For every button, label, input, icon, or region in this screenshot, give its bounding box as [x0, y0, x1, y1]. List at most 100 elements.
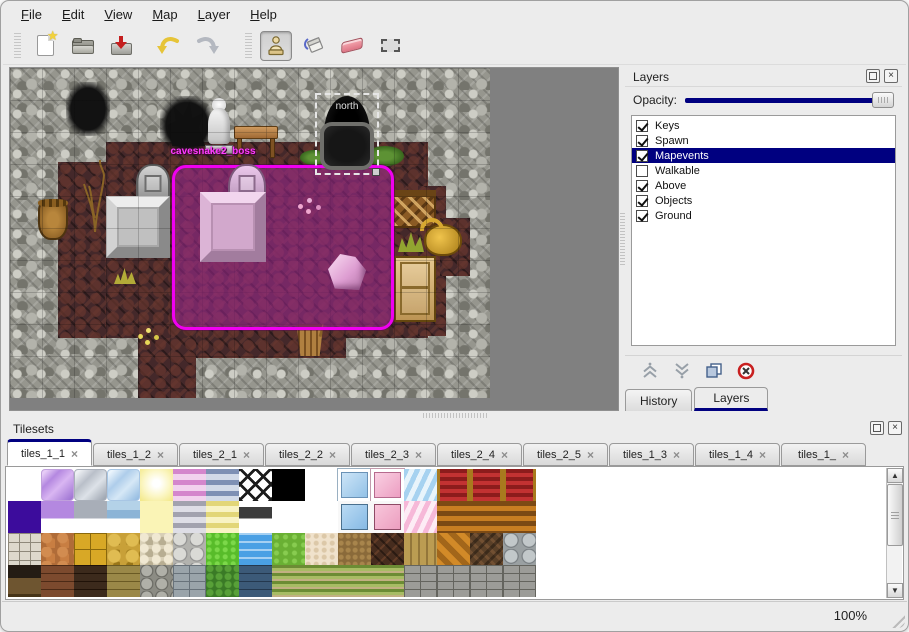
- eraser-tool-button[interactable]: [336, 31, 368, 61]
- select-tool-button[interactable]: [374, 31, 406, 61]
- tile-curtO[interactable]: [437, 501, 470, 533]
- tile-curtR[interactable]: [503, 469, 536, 501]
- layer-visibility-checkbox[interactable]: [636, 194, 648, 207]
- close-tab-icon[interactable]: ×: [415, 447, 423, 462]
- tile-pebble[interactable]: [140, 533, 173, 565]
- vertical-splitter[interactable]: [619, 67, 625, 411]
- close-tab-icon[interactable]: ×: [759, 447, 767, 462]
- tile-sign[interactable]: [239, 501, 272, 533]
- open-button[interactable]: [67, 31, 99, 61]
- layer-row-mapevents[interactable]: Mapevents: [632, 148, 895, 163]
- tile-grassB[interactable]: [206, 533, 239, 565]
- scrollbar-thumb[interactable]: [887, 484, 903, 546]
- close-tab-icon[interactable]: ×: [501, 447, 509, 462]
- tileset-tab-tiles_1_4[interactable]: tiles_1_4 ×: [695, 443, 780, 466]
- tab-layers[interactable]: Layers: [694, 387, 769, 411]
- tile-goldT[interactable]: [74, 533, 107, 565]
- tile-hedge[interactable]: [206, 565, 239, 597]
- tilesets-float-button[interactable]: [870, 421, 884, 435]
- close-tab-icon[interactable]: ×: [673, 447, 681, 462]
- tile-wallG[interactable]: [503, 565, 536, 597]
- toolbar-grip[interactable]: [14, 32, 21, 59]
- tab-history[interactable]: History: [625, 389, 693, 411]
- tileset-tab-tiles_2_5[interactable]: tiles_2_5 ×: [523, 443, 608, 466]
- tile-pathW[interactable]: [8, 533, 41, 565]
- tile-empty[interactable]: [272, 501, 305, 533]
- tile-lattice[interactable]: [239, 469, 272, 501]
- tile-empty[interactable]: [8, 469, 41, 501]
- tile-dirt[interactable]: [338, 533, 371, 565]
- tileset-tab-tiles_2_1[interactable]: tiles_2_1 ×: [179, 443, 264, 466]
- tileset-scrollbar[interactable]: ▲ ▼: [886, 468, 903, 598]
- close-tab-icon[interactable]: ×: [157, 447, 165, 462]
- menu-map[interactable]: Map: [152, 7, 178, 22]
- horizontal-splitter[interactable]: [3, 411, 906, 419]
- tile-brickDk[interactable]: [74, 565, 107, 597]
- tile-water2[interactable]: [107, 501, 140, 533]
- tileset-tab-tiles_1_3[interactable]: tiles_1_3 ×: [609, 443, 694, 466]
- tileset-tab-tiles_1_[interactable]: tiles_1_ ×: [781, 443, 866, 466]
- tile-glassG[interactable]: [74, 469, 107, 501]
- tile-curtR[interactable]: [470, 469, 503, 501]
- tile-wallG[interactable]: [470, 565, 503, 597]
- layer-visibility-checkbox[interactable]: [636, 179, 648, 192]
- map-viewport[interactable]: north cavesnake2_boss: [9, 67, 619, 411]
- close-tab-icon[interactable]: ×: [587, 447, 595, 462]
- tile-glassB[interactable]: [107, 469, 140, 501]
- float-panel-button[interactable]: [866, 69, 880, 83]
- tile-sand[interactable]: [305, 533, 338, 565]
- tileset-tab-tiles_1_1[interactable]: tiles_1_1 ×: [7, 439, 92, 466]
- tile-winB[interactable]: [338, 501, 371, 533]
- tile-stonesG[interactable]: [503, 533, 536, 565]
- map-canvas[interactable]: north cavesnake2_boss: [10, 68, 490, 398]
- tile-brickTan[interactable]: [107, 565, 140, 597]
- toolbar-grip-2[interactable]: [245, 32, 252, 59]
- fill-tool-button[interactable]: [298, 31, 330, 61]
- layer-row-spawn[interactable]: Spawn: [632, 133, 895, 148]
- tile-wallG[interactable]: [437, 565, 470, 597]
- tileset-tab-tiles_2_4[interactable]: tiles_2_4 ×: [437, 443, 522, 466]
- tile-curtR[interactable]: [437, 469, 470, 501]
- tile-strB[interactable]: [206, 469, 239, 501]
- tile-goldC[interactable]: [107, 533, 140, 565]
- menu-view[interactable]: View: [104, 7, 133, 22]
- tile-strG[interactable]: [173, 501, 206, 533]
- layer-row-objects[interactable]: Objects: [632, 193, 895, 208]
- tile-paneB[interactable]: [338, 469, 371, 501]
- tile-grassW[interactable]: [338, 565, 371, 597]
- tileset-tab-tiles_2_2[interactable]: tiles_2_2 ×: [265, 443, 350, 466]
- tile-waterB[interactable]: [239, 533, 272, 565]
- scroll-up-button[interactable]: ▲: [887, 468, 903, 483]
- layer-up-button[interactable]: [641, 362, 659, 379]
- tile-brickBlu[interactable]: [239, 565, 272, 597]
- tile-weaveB[interactable]: [404, 469, 437, 501]
- tile-strY[interactable]: [206, 501, 239, 533]
- tile-grassW[interactable]: [305, 565, 338, 597]
- layer-row-keys[interactable]: Keys: [632, 118, 895, 133]
- menu-edit[interactable]: Edit: [61, 7, 85, 22]
- layer-row-walkable[interactable]: Walkable: [632, 163, 895, 178]
- scroll-down-button[interactable]: ▼: [887, 583, 903, 598]
- tile-empty[interactable]: [305, 501, 338, 533]
- layer-visibility-checkbox[interactable]: [636, 134, 648, 147]
- tile-cobbleBr[interactable]: [41, 533, 74, 565]
- tile-paleY[interactable]: [140, 501, 173, 533]
- close-panel-button[interactable]: ×: [884, 69, 898, 83]
- tile-planks[interactable]: [404, 533, 437, 565]
- tile-strP[interactable]: [173, 469, 206, 501]
- tile-glassP[interactable]: [41, 469, 74, 501]
- tile-grass2[interactable]: [272, 533, 305, 565]
- selection-handle[interactable]: [372, 168, 380, 176]
- tile-glassG2[interactable]: [74, 501, 107, 533]
- tile-brickG[interactable]: [173, 565, 206, 597]
- tilesets-close-button[interactable]: ×: [888, 421, 902, 435]
- tile-basket[interactable]: [437, 533, 470, 565]
- tile-wallDk[interactable]: [8, 565, 41, 597]
- tile-shingle[interactable]: [371, 533, 404, 565]
- tile-brickBr[interactable]: [41, 565, 74, 597]
- layer-visibility-checkbox[interactable]: [636, 119, 648, 132]
- new-file-button[interactable]: ★: [29, 28, 61, 61]
- tile-indigo[interactable]: [8, 501, 41, 533]
- tile-black[interactable]: [272, 469, 305, 501]
- tile-cobbleG[interactable]: [140, 565, 173, 597]
